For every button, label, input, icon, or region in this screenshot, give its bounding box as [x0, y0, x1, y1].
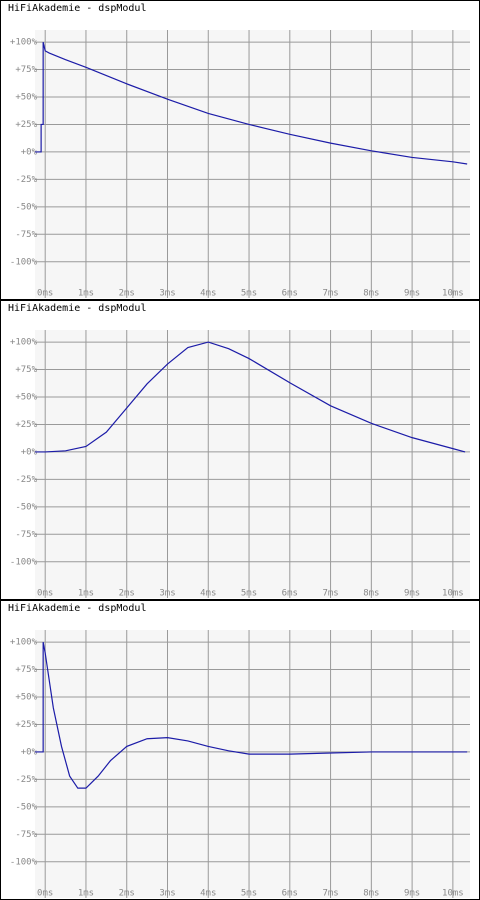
x-tick-label: 4ms	[200, 289, 216, 299]
x-tick-label: 10ms	[442, 889, 464, 899]
y-tick-label: -75%	[15, 830, 37, 840]
data-line	[35, 641, 468, 789]
x-tick-label: 2ms	[119, 889, 135, 899]
x-tick-label: 8ms	[363, 589, 379, 599]
y-tick-label: +50%	[15, 93, 37, 103]
x-tick-label: 1ms	[78, 889, 94, 899]
y-tick-label: +25%	[15, 120, 37, 130]
y-tick-label: +0%	[21, 147, 38, 157]
y-tick-label: +25%	[15, 720, 37, 730]
y-tick-label: -50%	[15, 502, 37, 512]
y-tick-label: +50%	[15, 693, 37, 703]
y-tick-label: +75%	[15, 665, 37, 675]
y-tick-label: -25%	[15, 775, 37, 785]
x-tick-label: 6ms	[282, 289, 298, 299]
x-tick-label: 7ms	[322, 589, 338, 599]
x-tick-label: 0ms	[37, 589, 53, 599]
y-tick-label: -100%	[10, 557, 38, 567]
x-tick-label: 4ms	[200, 889, 216, 899]
x-tick-label: 9ms	[404, 589, 420, 599]
x-tick-label: 1ms	[78, 589, 94, 599]
y-tick-label: -100%	[10, 257, 38, 267]
y-tick-label: -50%	[15, 802, 37, 812]
plot-area	[35, 630, 470, 898]
y-tick-label: +75%	[15, 365, 37, 375]
y-tick-label: -25%	[15, 175, 37, 185]
x-tick-label: 10ms	[442, 589, 464, 599]
x-tick-label: 5ms	[241, 889, 257, 899]
x-tick-label: 3ms	[159, 589, 175, 599]
data-line	[35, 41, 468, 165]
y-tick-label: +100%	[10, 638, 38, 648]
x-tick-label: 9ms	[404, 889, 420, 899]
x-tick-label: 0ms	[37, 289, 53, 299]
x-tick-label: 6ms	[282, 889, 298, 899]
y-tick-label: +75%	[15, 65, 37, 75]
chart-title: HiFiAkademie - dspModul	[8, 603, 146, 614]
x-tick-label: 2ms	[119, 589, 135, 599]
x-tick-label: 7ms	[322, 889, 338, 899]
y-tick-label: +100%	[10, 38, 38, 48]
y-tick-label: -75%	[15, 230, 37, 240]
x-tick-label: 8ms	[363, 289, 379, 299]
x-tick-label: 9ms	[404, 289, 420, 299]
x-tick-label: 10ms	[442, 289, 464, 299]
y-tick-label: +50%	[15, 393, 37, 403]
y-tick-label: -100%	[10, 857, 38, 867]
y-tick-label: -25%	[15, 475, 37, 485]
chart-panel: HiFiAkademie - dspModul +100% +75% +50% +25%…	[0, 600, 480, 900]
chart-title: HiFiAkademie - dspModul	[8, 3, 146, 14]
y-tick-label: +0%	[21, 747, 38, 757]
x-tick-label: 3ms	[159, 289, 175, 299]
data-line	[35, 341, 466, 453]
x-tick-label: 6ms	[282, 589, 298, 599]
plot-area	[35, 30, 470, 298]
x-tick-label: 8ms	[363, 889, 379, 899]
x-tick-label: 5ms	[241, 289, 257, 299]
chart-title: HiFiAkademie - dspModul	[8, 303, 146, 314]
chart-panel: HiFiAkademie - dspModul +100% +75% +50% +25%…	[0, 300, 480, 600]
plot-area	[35, 330, 470, 598]
x-tick-label: 7ms	[322, 289, 338, 299]
x-tick-label: 4ms	[200, 589, 216, 599]
y-tick-label: -75%	[15, 530, 37, 540]
y-tick-label: +25%	[15, 420, 37, 430]
x-tick-label: 1ms	[78, 289, 94, 299]
y-tick-label: -50%	[15, 202, 37, 212]
y-tick-label: +100%	[10, 338, 38, 348]
x-tick-label: 3ms	[159, 889, 175, 899]
chart-panel: HiFiAkademie - dspModul +100% +75% +50% +25%…	[0, 0, 480, 300]
x-tick-label: 2ms	[119, 289, 135, 299]
y-tick-label: +0%	[21, 447, 38, 457]
x-tick-label: 0ms	[37, 889, 53, 899]
x-tick-label: 5ms	[241, 589, 257, 599]
